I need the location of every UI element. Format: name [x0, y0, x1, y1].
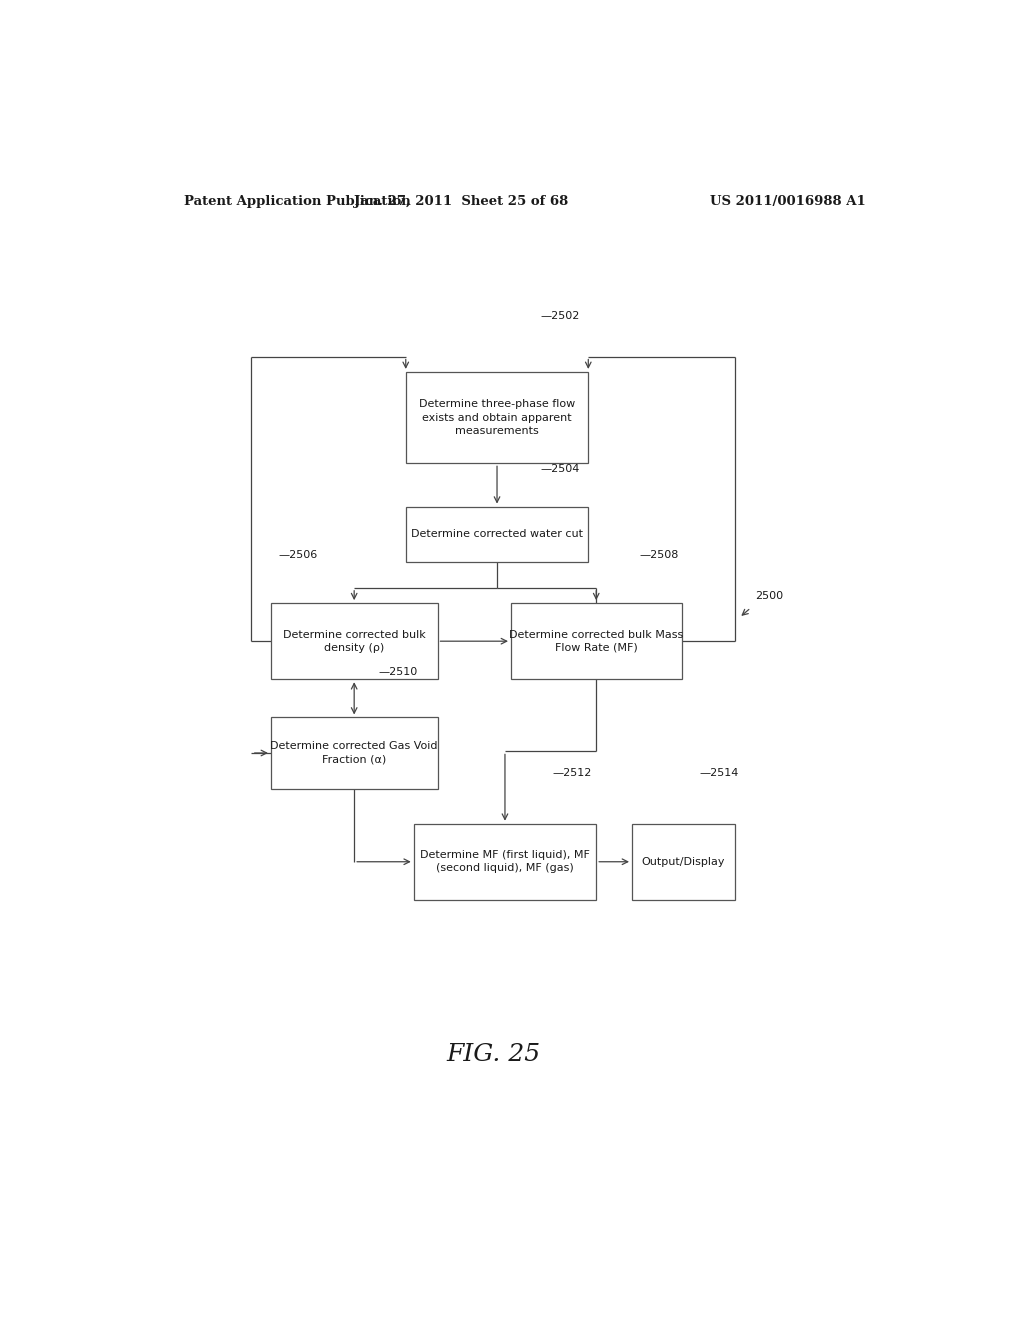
Text: —2506: —2506: [279, 550, 318, 561]
Text: Patent Application Publication: Patent Application Publication: [183, 194, 411, 207]
Text: Determine corrected water cut: Determine corrected water cut: [411, 529, 583, 540]
Text: —2508: —2508: [640, 550, 679, 561]
Text: Determine three-phase flow
exists and obtain apparent
measurements: Determine three-phase flow exists and ob…: [419, 400, 575, 436]
Bar: [406, 507, 589, 562]
Text: Determine corrected bulk
density (ρ): Determine corrected bulk density (ρ): [283, 630, 426, 653]
Text: —2514: —2514: [699, 768, 738, 777]
Bar: [406, 372, 589, 463]
Text: FIG. 25: FIG. 25: [446, 1043, 540, 1067]
Text: Jan. 27, 2011  Sheet 25 of 68: Jan. 27, 2011 Sheet 25 of 68: [354, 194, 568, 207]
Text: US 2011/0016988 A1: US 2011/0016988 A1: [711, 194, 866, 207]
Bar: [270, 718, 437, 788]
Text: Output/Display: Output/Display: [642, 857, 725, 867]
Bar: [511, 603, 682, 680]
Text: Determine corrected Gas Void
Fraction (α): Determine corrected Gas Void Fraction (α…: [270, 742, 438, 764]
Text: —2510: —2510: [378, 667, 417, 677]
Text: Determine corrected bulk Mass
Flow Rate (MF): Determine corrected bulk Mass Flow Rate …: [509, 630, 683, 653]
Text: 2500: 2500: [755, 590, 783, 601]
Text: —2504: —2504: [541, 465, 580, 474]
Bar: [414, 824, 596, 900]
Text: Determine MF (first liquid), MF
(second liquid), MF (gas): Determine MF (first liquid), MF (second …: [420, 850, 590, 874]
Bar: [270, 603, 437, 680]
Text: —2512: —2512: [553, 768, 592, 777]
Text: —2502: —2502: [541, 312, 580, 321]
Bar: [632, 824, 735, 900]
